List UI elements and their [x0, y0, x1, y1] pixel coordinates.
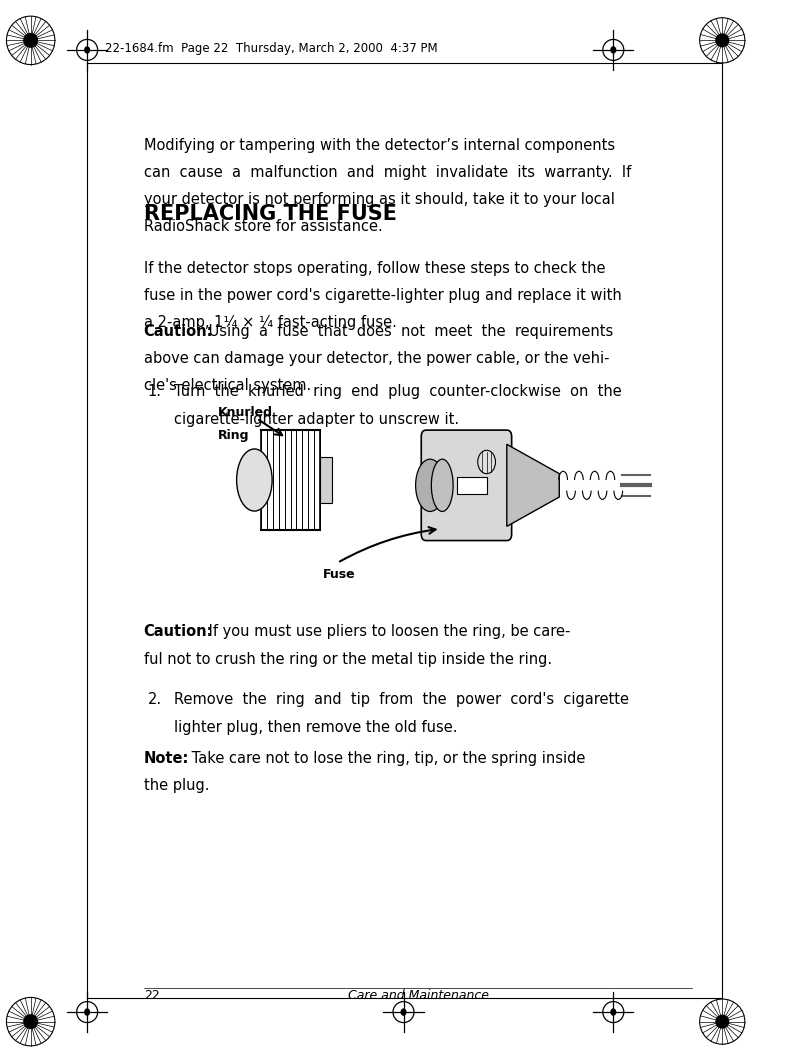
Text: cigarette-lighter adapter to unscrew it.: cigarette-lighter adapter to unscrew it. [174, 411, 458, 427]
Text: a 2-amp, 1¹⁄₄ × ¹⁄₄ fast-acting fuse.: a 2-amp, 1¹⁄₄ × ¹⁄₄ fast-acting fuse. [144, 315, 396, 330]
Text: 22: 22 [144, 989, 160, 1001]
Bar [320, 458, 332, 502]
Circle shape [478, 450, 495, 474]
Text: lighter plug, then remove the old fuse.: lighter plug, then remove the old fuse. [174, 720, 457, 735]
Text: REPLACING THE FUSE: REPLACING THE FUSE [144, 204, 397, 224]
Text: 1.: 1. [148, 384, 161, 399]
Text: above can damage your detector, the power cable, or the vehi-: above can damage your detector, the powe… [144, 350, 609, 366]
Text: Turn  the  knurled  ring  end  plug  counter-clockwise  on  the: Turn the knurled ring end plug counter-c… [174, 384, 621, 399]
Text: Take care not to lose the ring, tip, or the spring inside: Take care not to lose the ring, tip, or … [187, 751, 586, 766]
Circle shape [611, 47, 616, 53]
Circle shape [85, 47, 90, 53]
Ellipse shape [716, 34, 729, 47]
Text: your detector is not performing as it should, take it to your local: your detector is not performing as it sh… [144, 192, 614, 207]
Text: can  cause  a  malfunction  and  might  invalidate  its  warranty.  If: can cause a malfunction and might invali… [144, 165, 631, 181]
Text: Caution:: Caution: [144, 624, 213, 639]
Text: If the detector stops operating, follow these steps to check the: If the detector stops operating, follow … [144, 261, 605, 276]
Text: Ring: Ring [218, 429, 249, 442]
Text: Note:: Note: [144, 751, 189, 766]
Text: ful not to crush the ring or the metal tip inside the ring.: ful not to crush the ring or the metal t… [144, 652, 552, 667]
Text: Care and Maintenance: Care and Maintenance [348, 989, 488, 1001]
Text: cle's electrical system.: cle's electrical system. [144, 378, 311, 393]
Text: RadioShack store for assistance.: RadioShack store for assistance. [144, 220, 383, 235]
Text: Modifying or tampering with the detector’s internal components: Modifying or tampering with the detector… [144, 138, 615, 153]
FancyBboxPatch shape [421, 430, 512, 541]
Circle shape [85, 1009, 90, 1015]
Ellipse shape [416, 459, 445, 512]
FancyBboxPatch shape [261, 429, 320, 530]
Text: Caution:: Caution: [144, 324, 213, 339]
Text: Using  a  fuse  that  does  not  meet  the  requirements: Using a fuse that does not meet the requ… [204, 324, 613, 339]
Ellipse shape [431, 459, 454, 512]
Bar [457, 477, 487, 494]
Ellipse shape [24, 34, 37, 47]
Circle shape [401, 1009, 406, 1015]
Ellipse shape [716, 1015, 729, 1028]
Text: If you must use pliers to loosen the ring, be care-: If you must use pliers to loosen the rin… [204, 624, 571, 639]
Text: 2.: 2. [148, 692, 162, 707]
Text: fuse in the power cord's cigarette-lighter plug and replace it with: fuse in the power cord's cigarette-light… [144, 288, 621, 304]
Ellipse shape [24, 1015, 37, 1028]
Text: 22-1684.fm  Page 22  Thursday, March 2, 2000  4:37 PM: 22-1684.fm Page 22 Thursday, March 2, 20… [105, 42, 437, 55]
Text: the plug.: the plug. [144, 777, 209, 793]
Polygon shape [507, 444, 559, 527]
Ellipse shape [236, 449, 272, 511]
Text: Fuse: Fuse [323, 568, 355, 581]
Circle shape [611, 1009, 616, 1015]
Text: Remove  the  ring  and  tip  from  the  power  cord's  cigarette: Remove the ring and tip from the power c… [174, 692, 629, 707]
Text: Knurled: Knurled [218, 406, 273, 418]
